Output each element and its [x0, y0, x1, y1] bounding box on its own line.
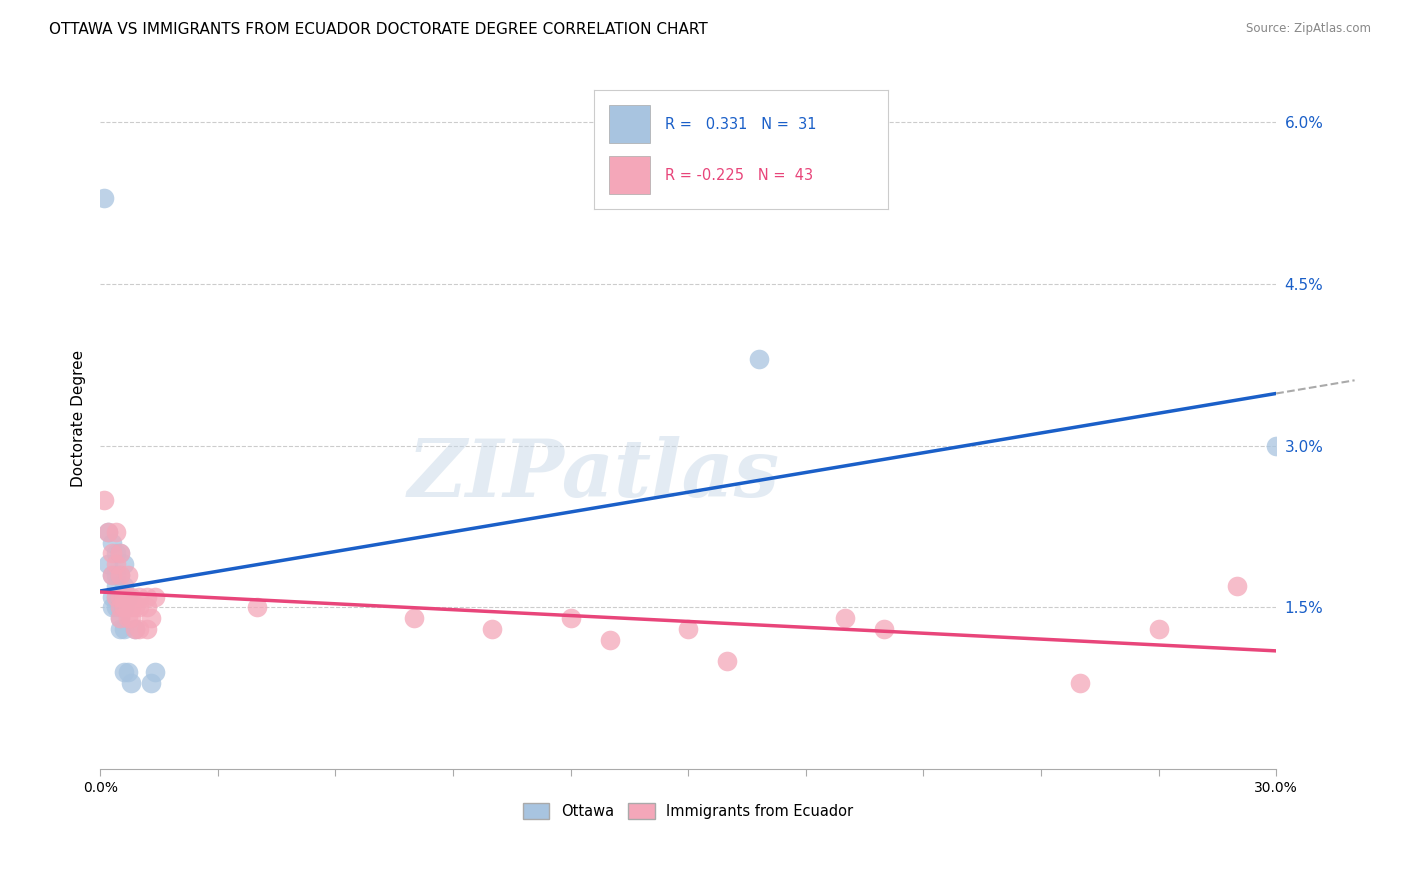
Point [104, 600, 127, 615]
Point [143, 665, 166, 679]
Point [121, 590, 143, 604]
Point [121, 675, 143, 690]
Point [246, 600, 269, 615]
Point [104, 568, 127, 582]
Point [117, 600, 139, 615]
Point [873, 622, 896, 636]
Legend: Ottawa, Immigrants from Ecuador: Ottawa, Immigrants from Ecuador [517, 797, 859, 825]
Point [117, 665, 139, 679]
Point [402, 611, 425, 625]
Point [676, 622, 699, 636]
Point [104, 558, 127, 572]
Point [93, 191, 115, 205]
Point [136, 600, 159, 615]
Point [108, 622, 131, 636]
Point [599, 632, 621, 647]
Point [748, 352, 770, 367]
Point [117, 568, 139, 582]
Point [124, 600, 146, 615]
Point [117, 590, 139, 604]
Point [108, 546, 131, 560]
Point [124, 622, 146, 636]
Point [112, 558, 135, 572]
Point [834, 611, 856, 625]
Point [139, 675, 162, 690]
Point [108, 568, 131, 582]
Point [108, 600, 131, 615]
Point [112, 579, 135, 593]
Point [104, 579, 127, 593]
Point [101, 535, 124, 549]
Text: OTTAWA VS IMMIGRANTS FROM ECUADOR DOCTORATE DEGREE CORRELATION CHART: OTTAWA VS IMMIGRANTS FROM ECUADOR DOCTOR… [49, 22, 709, 37]
Point [97, 524, 120, 539]
Point [1069, 675, 1091, 690]
Point [128, 590, 150, 604]
Point [112, 622, 135, 636]
Point [124, 622, 146, 636]
Point [112, 600, 135, 615]
Point [108, 611, 131, 625]
Point [1226, 579, 1249, 593]
Point [108, 568, 131, 582]
Point [112, 665, 135, 679]
Point [1265, 439, 1288, 453]
Text: ZIPatlas: ZIPatlas [408, 436, 780, 514]
Point [121, 600, 143, 615]
Point [101, 568, 124, 582]
Point [136, 590, 159, 604]
Point [128, 622, 150, 636]
Point [136, 622, 159, 636]
Point [481, 622, 503, 636]
Point [108, 590, 131, 604]
Point [560, 611, 582, 625]
Point [112, 590, 135, 604]
Point [101, 568, 124, 582]
Point [104, 546, 127, 560]
Point [112, 600, 135, 615]
Point [101, 546, 124, 560]
Y-axis label: Doctorate Degree: Doctorate Degree [72, 351, 86, 487]
Point [117, 590, 139, 604]
Text: Source: ZipAtlas.com: Source: ZipAtlas.com [1246, 22, 1371, 36]
Point [97, 558, 120, 572]
Point [108, 611, 131, 625]
Point [716, 654, 738, 668]
Point [143, 590, 166, 604]
Point [121, 611, 143, 625]
Point [108, 546, 131, 560]
Point [117, 611, 139, 625]
Point [139, 611, 162, 625]
Point [108, 600, 131, 615]
Point [104, 590, 127, 604]
Point [101, 600, 124, 615]
Point [101, 590, 124, 604]
Point [128, 600, 150, 615]
Point [97, 524, 120, 539]
Point [108, 590, 131, 604]
Point [1147, 622, 1170, 636]
Point [104, 590, 127, 604]
Point [93, 492, 115, 507]
Point [104, 524, 127, 539]
